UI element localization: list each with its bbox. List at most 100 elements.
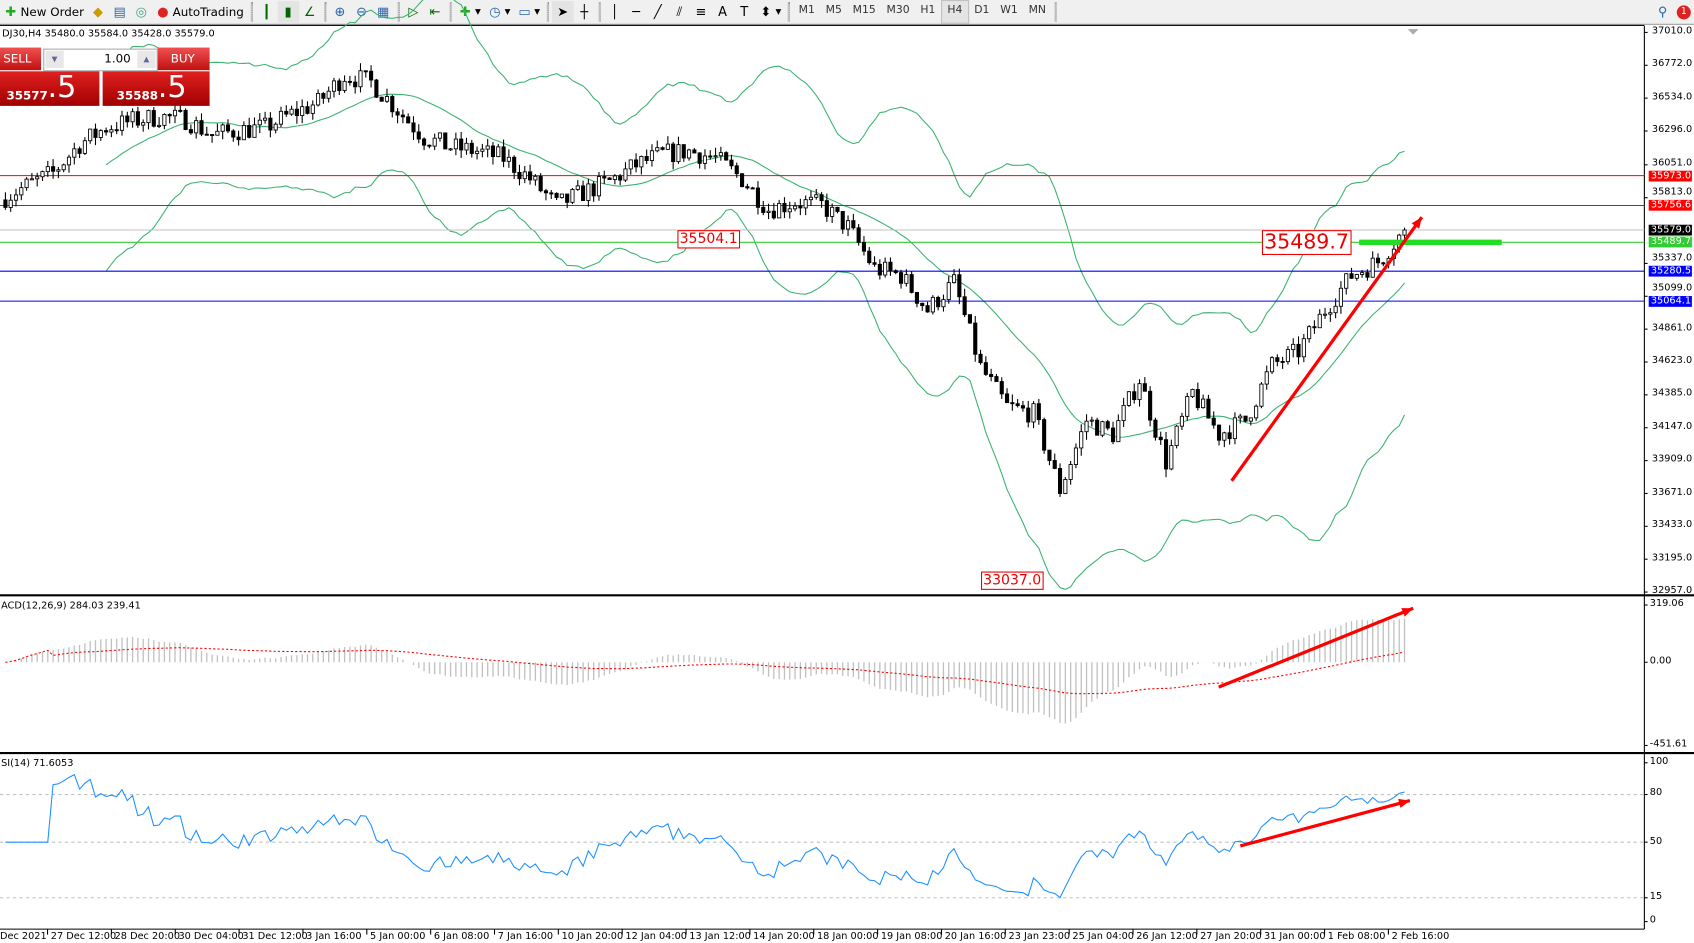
bull-candle <box>252 124 257 138</box>
bull-candle <box>1185 396 1190 417</box>
bar-chart-button[interactable]: ┃ <box>256 1 278 23</box>
bear-candle <box>1206 398 1211 419</box>
bull-candle <box>808 196 814 201</box>
bear-candle <box>1052 460 1057 469</box>
macd-tick-label: 0.00 <box>1649 655 1672 667</box>
bear-candle <box>490 145 496 158</box>
bull-candle <box>612 175 617 180</box>
bull-candle <box>141 122 146 126</box>
macd-signal-line <box>5 647 1405 695</box>
dropdown-arrow-icon: ▼ <box>504 7 511 17</box>
bull-candle <box>793 205 798 210</box>
bear-candle <box>1163 439 1169 470</box>
buy-button[interactable]: BUY <box>157 47 210 71</box>
timeframe-m15[interactable]: M15 <box>852 4 876 17</box>
bull-candle <box>1222 432 1227 441</box>
zoom-out-button[interactable]: ⊖ <box>351 1 373 23</box>
bear-candle <box>734 165 739 175</box>
bull-candle <box>1322 313 1328 316</box>
sell-price-button[interactable]: 35577 .5 <box>0 69 100 106</box>
autotrading-icon: ● <box>157 4 169 20</box>
horizontal-line-button[interactable]: ─ <box>625 1 647 23</box>
bear-candle <box>379 96 384 102</box>
market-watch-button[interactable]: ◆ <box>87 1 109 23</box>
timeframe-m5[interactable]: M5 <box>825 4 842 17</box>
bear-candle <box>1105 421 1110 429</box>
bull-candle <box>278 110 284 125</box>
text-icon: A <box>718 4 728 20</box>
price-tick-label: 33433.0 <box>1651 519 1693 531</box>
zoom-in-button[interactable]: ⊕ <box>329 1 351 23</box>
text-button[interactable]: A <box>712 1 734 23</box>
bear-candle <box>607 177 612 180</box>
timeframe-w1[interactable]: W1 <box>1000 4 1018 17</box>
timeframe-mn[interactable]: MN <box>1028 4 1046 17</box>
bull-candle <box>628 159 633 170</box>
bull-candle <box>1307 326 1312 340</box>
bear-candle <box>528 171 533 181</box>
bear-candle <box>210 134 215 137</box>
trendline-button[interactable]: ╱ <box>647 1 669 23</box>
equidistant-channel-button[interactable]: ⫽ <box>669 1 691 23</box>
sell-button[interactable]: SELL <box>0 47 42 71</box>
bear-candle <box>771 210 776 219</box>
bull-candle <box>162 114 167 126</box>
bull-candle <box>1317 313 1322 329</box>
vertical-line-button[interactable]: │ <box>604 1 626 23</box>
line-chart-button[interactable]: ∠ <box>299 1 321 23</box>
lot-size-field[interactable]: ▼ 1.00 ▲ <box>43 48 158 72</box>
new-order-button[interactable]: ✚ New Order <box>0 1 87 23</box>
candlestick-button[interactable]: ▮ <box>277 1 299 23</box>
bull-candle <box>448 148 453 151</box>
bollinger-upper <box>106 0 1405 334</box>
rsi-tick-label: 50 <box>1649 835 1663 847</box>
crosshair-button[interactable]: ┼ <box>574 1 596 23</box>
bull-candle <box>1179 415 1184 427</box>
arrows-button[interactable]: ⬍ ▼ <box>755 1 785 23</box>
price-tick-label: 36772.0 <box>1651 58 1693 70</box>
bull-candle <box>830 206 835 217</box>
bull-candle <box>241 125 246 141</box>
bear-candle <box>761 206 766 213</box>
timeframe-h4[interactable]: H4 <box>940 0 969 24</box>
bull-candle <box>316 93 321 106</box>
lot-increase-button[interactable]: ▲ <box>137 50 156 69</box>
chart-shift-button[interactable]: ⇤ <box>424 1 446 23</box>
price-tick-label: 34861.0 <box>1651 322 1693 334</box>
cursor-button[interactable]: ➤ <box>551 1 574 23</box>
bull-candle <box>61 164 66 171</box>
timeframe-d1[interactable]: D1 <box>974 4 990 17</box>
bull-candle <box>13 194 19 201</box>
bull-candle <box>522 171 527 180</box>
bull-candle <box>88 128 93 142</box>
bear-candle <box>909 274 914 293</box>
notifications-button[interactable]: 1 <box>1674 1 1694 23</box>
text-label-button[interactable]: T <box>733 1 755 23</box>
rsi-tick-label: 15 <box>1649 891 1663 903</box>
fibonacci-button[interactable]: ≡ <box>690 1 712 23</box>
bull-candle <box>904 274 909 284</box>
timeframe-m30[interactable]: M30 <box>886 4 910 17</box>
bull-candle <box>1269 357 1275 373</box>
periods-button[interactable]: ◷ ▼ <box>484 1 514 23</box>
autotrading-button[interactable]: ● AutoTrading <box>157 4 244 20</box>
bull-candle <box>342 80 347 91</box>
autoscroll-button[interactable]: ▷ <box>403 1 425 23</box>
indicators-button[interactable]: ✚ ▼ <box>454 1 484 23</box>
buy-price-button[interactable]: 35588 .5 <box>102 69 210 106</box>
bear-candle <box>824 200 829 217</box>
bull-candle <box>331 80 337 92</box>
timeframe-m1[interactable]: M1 <box>798 4 815 17</box>
bear-candle <box>936 296 941 308</box>
bear-candle <box>77 148 82 154</box>
lot-decrease-button[interactable]: ▼ <box>45 50 64 69</box>
timeframe-h1[interactable]: H1 <box>920 4 936 17</box>
navigator-button[interactable]: ▤ <box>109 1 131 23</box>
price-tick-label: 36051.0 <box>1651 157 1693 169</box>
bear-candle <box>1095 419 1100 436</box>
signals-button[interactable]: ◎ <box>130 1 152 23</box>
templates-button[interactable]: ▭ ▼ <box>514 1 544 23</box>
price-tick-label: 34147.0 <box>1651 421 1693 433</box>
search-button[interactable]: ⚲ <box>1652 1 1674 23</box>
